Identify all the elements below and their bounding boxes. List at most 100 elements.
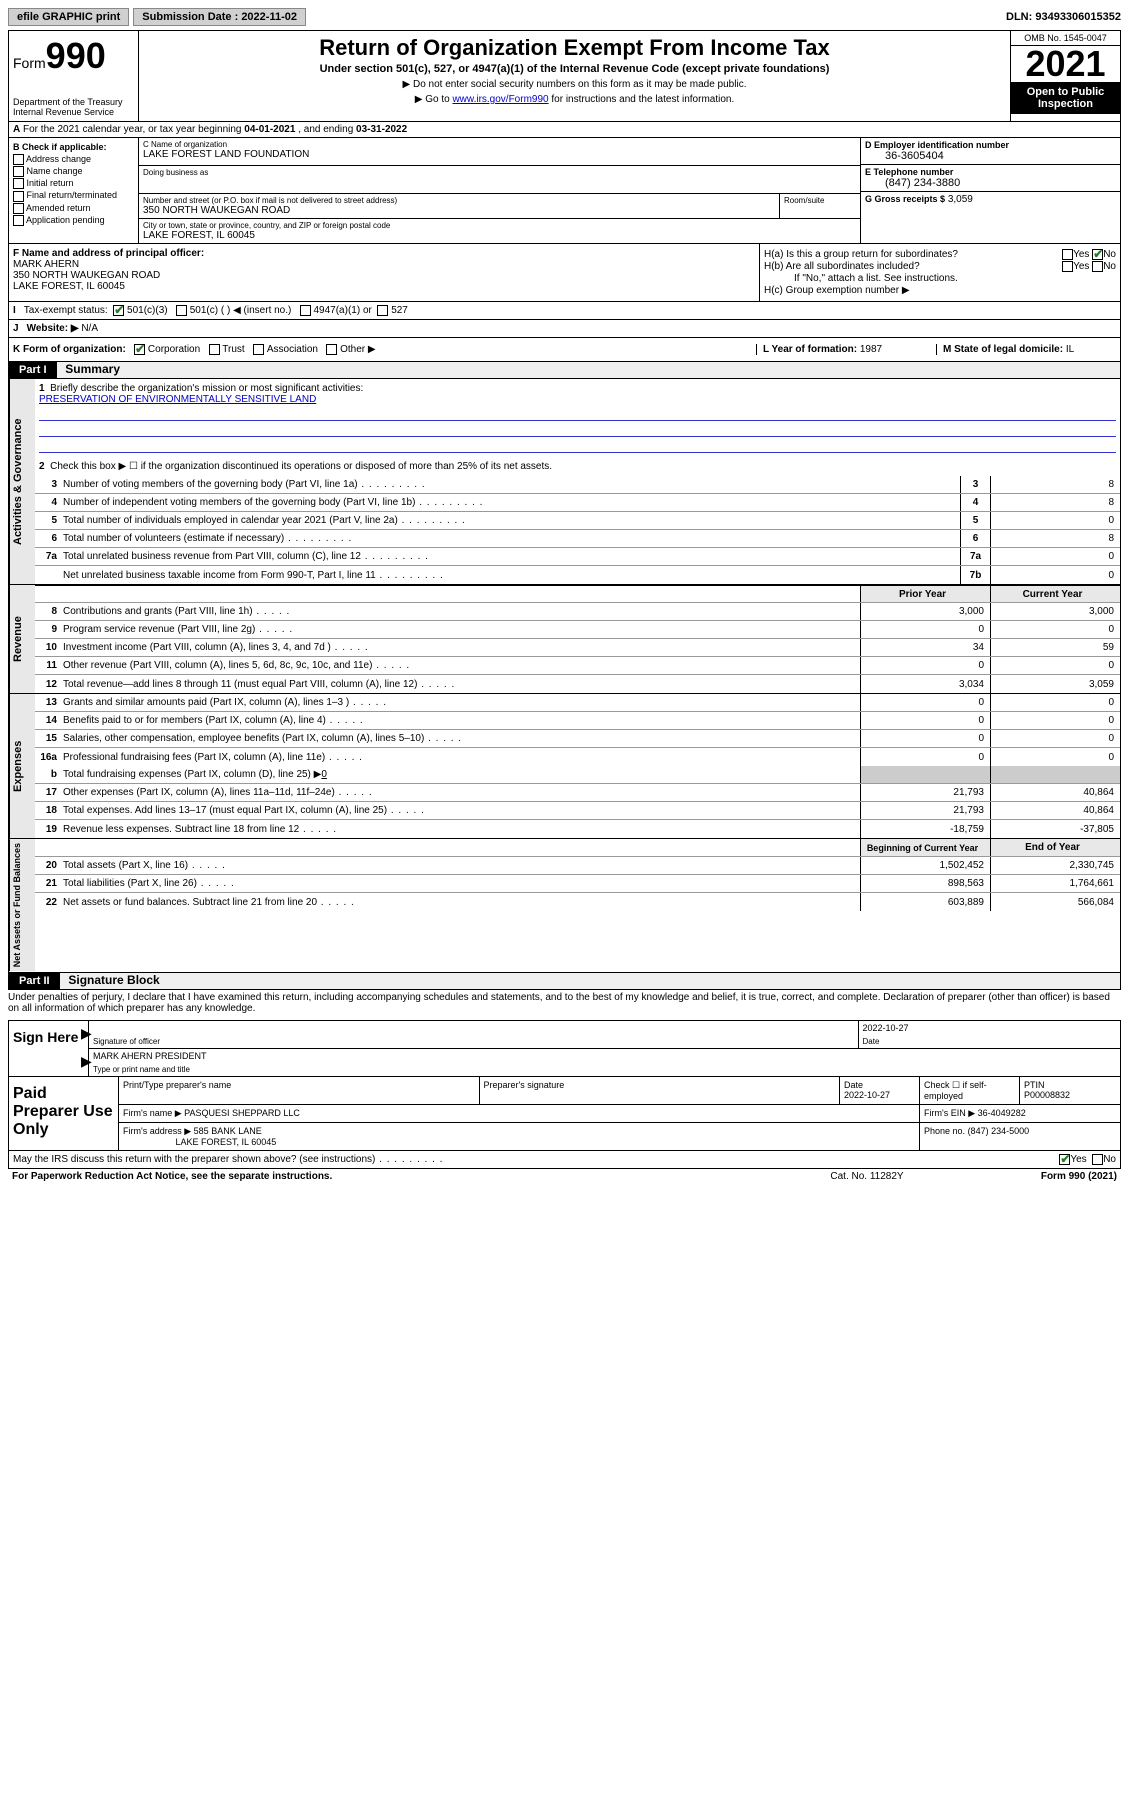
check-trust[interactable] <box>209 344 220 355</box>
table-row: Net unrelated business taxable income fr… <box>35 566 1120 584</box>
ha-yesno[interactable]: Yes No <box>1062 249 1116 260</box>
column-b-checkboxes: B Check if applicable: Address change Na… <box>9 138 139 243</box>
firm-phone: (847) 234-5000 <box>968 1126 1030 1136</box>
table-row: 7aTotal unrelated business revenue from … <box>35 548 1120 566</box>
column-c-org-info: C Name of organization LAKE FOREST LAND … <box>139 138 860 243</box>
form-title: Return of Organization Exempt From Incom… <box>143 35 1006 61</box>
netassets-section: Net Assets or Fund Balances Beginning of… <box>8 839 1121 972</box>
department-label: Department of the Treasury Internal Reve… <box>13 97 134 117</box>
governance-tab: Activities & Governance <box>9 379 35 584</box>
check-4947[interactable] <box>300 305 311 316</box>
check-501c3[interactable] <box>113 305 124 316</box>
table-row: 15Salaries, other compensation, employee… <box>35 730 1120 748</box>
cat-number: Cat. No. 11282Y <box>767 1171 967 1182</box>
table-row: 10Investment income (Part VIII, column (… <box>35 639 1120 657</box>
arrow-icon: ▶ <box>81 1025 92 1042</box>
column-d: D Employer identification number 36-3605… <box>860 138 1120 243</box>
signer-name: MARK AHERN PRESIDENT <box>93 1051 1116 1065</box>
mission-text[interactable]: PRESERVATION OF ENVIRONMENTALLY SENSITIV… <box>39 394 316 405</box>
officer-addr2: LAKE FOREST, IL 60045 <box>13 281 755 292</box>
officer-name: MARK AHERN <box>13 259 755 270</box>
form-note-2: ▶ Go to www.irs.gov/Form990 for instruct… <box>143 94 1006 105</box>
ein-value: 36-3605404 <box>865 150 1116 162</box>
firm-ein: 36-4049282 <box>978 1108 1026 1118</box>
check-initial-return[interactable]: Initial return <box>13 178 134 189</box>
year-formation: 1987 <box>860 344 882 355</box>
check-association[interactable] <box>253 344 264 355</box>
submission-date-button[interactable]: Submission Date : 2022-11-02 <box>133 8 306 26</box>
table-row: 6Total number of volunteers (estimate if… <box>35 530 1120 548</box>
ptin-value: P00008832 <box>1024 1090 1070 1100</box>
table-row: 14Benefits paid to or for members (Part … <box>35 712 1120 730</box>
check-other[interactable] <box>326 344 337 355</box>
street-address: 350 NORTH WAUKEGAN ROAD <box>143 205 775 216</box>
org-name: LAKE FOREST LAND FOUNDATION <box>143 149 856 160</box>
inspection-badge: Open to Public Inspection <box>1011 82 1120 114</box>
expenses-section: Expenses 13Grants and similar amounts pa… <box>8 694 1121 839</box>
table-row: 17Other expenses (Part IX, column (A), l… <box>35 784 1120 802</box>
dln-label: DLN: 93493306015352 <box>1006 11 1121 23</box>
table-row: 4Number of independent voting members of… <box>35 494 1120 512</box>
check-amended-return[interactable]: Amended return <box>13 203 134 214</box>
section-fh: F Name and address of principal officer:… <box>8 244 1121 302</box>
officer-addr1: 350 NORTH WAUKEGAN ROAD <box>13 270 755 281</box>
phone-value: (847) 234-3880 <box>865 177 1116 189</box>
discuss-yesno[interactable]: Yes No <box>1059 1154 1116 1165</box>
firm-addr1: 585 BANK LANE <box>194 1126 262 1136</box>
page-footer: For Paperwork Reduction Act Notice, see … <box>8 1169 1121 1184</box>
table-row: 12Total revenue—add lines 8 through 11 (… <box>35 675 1120 693</box>
form-subtitle: Under section 501(c), 527, or 4947(a)(1)… <box>143 63 1006 75</box>
efile-button[interactable]: efile GRAPHIC print <box>8 8 129 26</box>
form-header: Form990 Department of the Treasury Inter… <box>8 30 1121 122</box>
paid-preparer-block: Paid Preparer Use Only Print/Type prepar… <box>8 1077 1121 1151</box>
check-527[interactable] <box>377 305 388 316</box>
check-final-return[interactable]: Final return/terminated <box>13 190 134 201</box>
table-row: 22Net assets or fund balances. Subtract … <box>35 893 1120 911</box>
city-state-zip: LAKE FOREST, IL 60045 <box>143 230 856 241</box>
sign-here-block: Sign Here ▶ Signature of officer 2022-10… <box>8 1020 1121 1077</box>
table-row: 8Contributions and grants (Part VIII, li… <box>35 603 1120 621</box>
discuss-row: May the IRS discuss this return with the… <box>8 1151 1121 1169</box>
section-bc: B Check if applicable: Address change Na… <box>8 138 1121 244</box>
check-501c[interactable] <box>176 305 187 316</box>
table-row: 13Grants and similar amounts paid (Part … <box>35 694 1120 712</box>
sign-date: 2022-10-27 <box>863 1023 1117 1037</box>
hb-yesno[interactable]: Yes No <box>1062 261 1116 272</box>
tax-year: 2021 <box>1011 46 1120 82</box>
check-name-change[interactable]: Name change <box>13 166 134 177</box>
part1-header: Part I Summary <box>8 362 1121 379</box>
table-row: 5Total number of individuals employed in… <box>35 512 1120 530</box>
form-number: Form990 <box>13 35 134 77</box>
row-i: I Tax-exempt status: 501(c)(3) 501(c) ( … <box>8 302 1121 320</box>
part2-header: Part II Signature Block <box>8 973 1121 990</box>
row-k: K Form of organization: Corporation Trus… <box>8 338 1121 362</box>
declaration-text: Under penalties of perjury, I declare th… <box>8 990 1121 1016</box>
check-corporation[interactable] <box>134 344 145 355</box>
row-a-tax-year: A For the 2021 calendar year, or tax yea… <box>8 122 1121 138</box>
check-application-pending[interactable]: Application pending <box>13 215 134 226</box>
row-j: J Website: ▶ N/A <box>8 320 1121 338</box>
arrow-icon: ▶ <box>81 1053 92 1070</box>
prior-year-header: Prior Year <box>860 586 990 602</box>
governance-section: Activities & Governance 1 Briefly descri… <box>8 379 1121 585</box>
table-row: 18Total expenses. Add lines 13–17 (must … <box>35 802 1120 820</box>
revenue-section: Revenue Prior Year Current Year 8Contrib… <box>8 585 1121 694</box>
expenses-tab: Expenses <box>9 694 35 838</box>
revenue-tab: Revenue <box>9 585 35 693</box>
table-row: 11Other revenue (Part VIII, column (A), … <box>35 657 1120 675</box>
form-note-1: ▶ Do not enter social security numbers o… <box>143 79 1006 90</box>
beginning-year-header: Beginning of Current Year <box>860 839 990 856</box>
firm-addr2: LAKE FOREST, IL 60045 <box>176 1137 277 1147</box>
check-address-change[interactable]: Address change <box>13 154 134 165</box>
prep-date: 2022-10-27 <box>844 1090 890 1100</box>
firm-name: PASQUESI SHEPPARD LLC <box>184 1108 300 1118</box>
table-row: 16aProfessional fundraising fees (Part I… <box>35 748 1120 766</box>
current-year-header: Current Year <box>990 586 1120 602</box>
website-value: N/A <box>81 323 98 334</box>
table-row: 3Number of voting members of the governi… <box>35 476 1120 494</box>
table-row: 21Total liabilities (Part X, line 26)898… <box>35 875 1120 893</box>
irs-link[interactable]: www.irs.gov/Form990 <box>452 94 548 105</box>
table-row: 20Total assets (Part X, line 16)1,502,45… <box>35 857 1120 875</box>
table-row: 9Program service revenue (Part VIII, lin… <box>35 621 1120 639</box>
netassets-tab: Net Assets or Fund Balances <box>9 839 35 971</box>
